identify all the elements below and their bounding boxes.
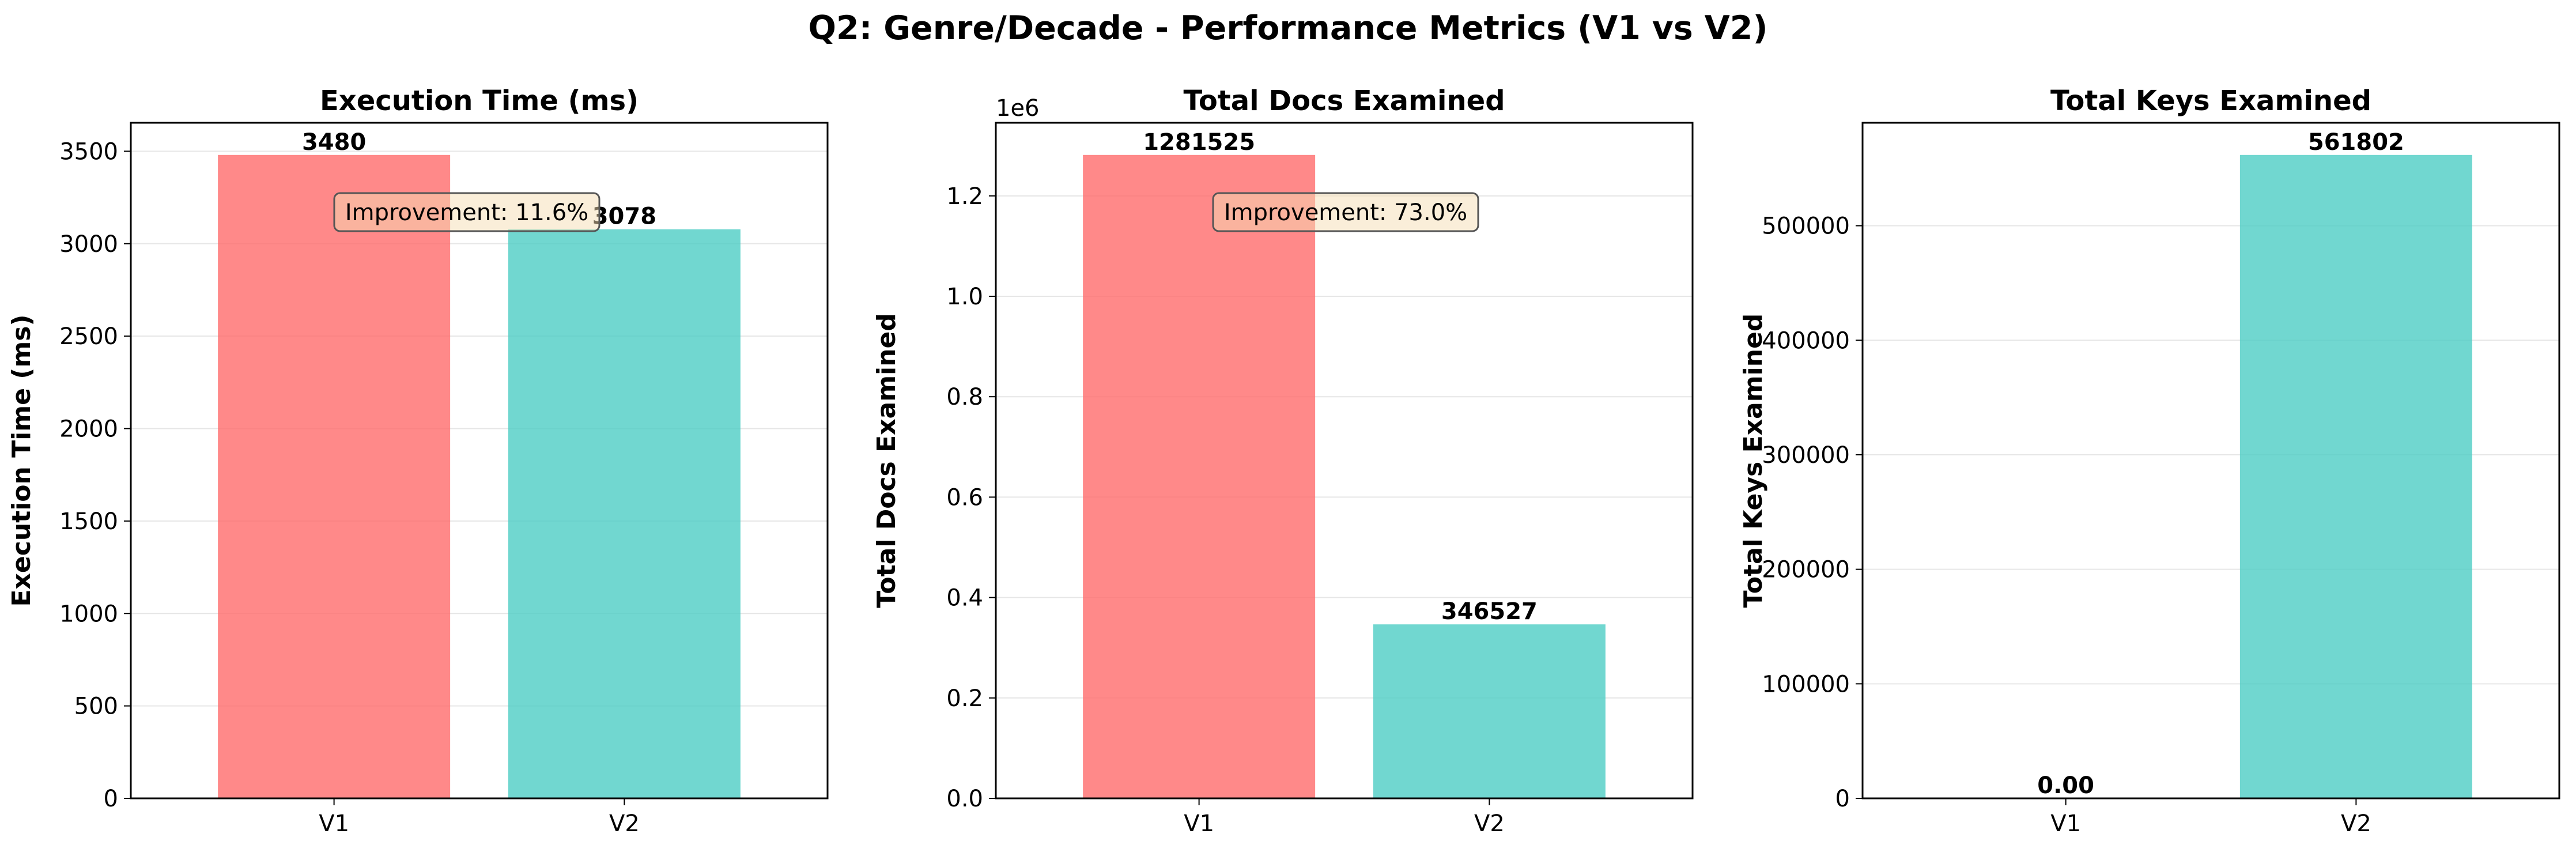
y-tick-label: 100000 — [1762, 671, 1850, 697]
bar-v1 — [1083, 154, 1316, 798]
y-tick-label: 0 — [1835, 786, 1850, 812]
value-label-v2: 3078 — [592, 203, 656, 230]
y-tick-label: 3500 — [59, 138, 118, 165]
bar-v2 — [2239, 154, 2472, 798]
x-tick-label-v2: V2 — [2341, 810, 2371, 837]
y-tick-label: 0.2 — [946, 685, 983, 712]
axes-frame — [130, 122, 829, 800]
value-label-v2: 346527 — [1441, 598, 1538, 625]
y-axis-label: Execution Time (ms) — [7, 314, 36, 606]
axes-frame — [995, 122, 1694, 800]
y-tick-label: 1.0 — [946, 284, 983, 310]
chart-panel-3: 0.00 V1 561802 V2 0 100000 200000 300000 400000 5… — [1739, 85, 2560, 837]
y-tick-label: 400000 — [1762, 327, 1850, 354]
x-tick-label-v2: V2 — [609, 810, 640, 837]
y-tick-label: 0.6 — [946, 484, 983, 511]
y-tick-label: 0.0 — [946, 786, 983, 812]
y-tick-label: 3000 — [59, 231, 118, 258]
bar-v2 — [1373, 624, 1606, 798]
chart-title: Execution Time (ms) — [320, 85, 639, 117]
annotation-box — [333, 192, 600, 232]
y-tick-label: 500 — [74, 693, 118, 720]
bar-v2 — [508, 229, 741, 798]
y-tick-label: 1500 — [59, 508, 118, 535]
annotation-text: Improvement: 11.6% — [345, 199, 588, 226]
y-tick-label: 1000 — [59, 601, 118, 627]
value-label-v1: 1281525 — [1143, 129, 1255, 156]
chart-title: Total Keys Examined — [2050, 85, 2371, 117]
y-tick-label: 0.4 — [946, 585, 983, 612]
y-axis-label: Total Keys Examined — [1739, 314, 1768, 608]
y-offset-label: 1e6 — [996, 95, 1040, 122]
x-tick-label-v1: V1 — [319, 810, 349, 837]
y-tick-label: 2500 — [59, 323, 118, 350]
y-tick-label: 2000 — [59, 416, 118, 443]
chart-panels: 3480 V1 3078 V2 0 500 1000 1500 2000 2500 3000 3500… — [7, 85, 2560, 837]
annotation-box — [1212, 192, 1479, 232]
annotation-text: Improvement: 73.0% — [1224, 199, 1467, 226]
y-tick-label: 0 — [104, 786, 118, 812]
y-tick-label: 300000 — [1762, 442, 1850, 469]
y-axis-label: Total Docs Examined — [872, 313, 901, 608]
y-tick-label: 0.8 — [946, 384, 983, 410]
chart-title: Total Docs Examined — [1183, 85, 1505, 117]
chart-panel-2: 1281525 V1 346527 V2 0.0 0.2 0.4 0.6 0.8 1.0 1.2 1e… — [872, 85, 1694, 837]
y-tick-label: 500000 — [1762, 213, 1850, 240]
value-label-v2: 561802 — [2308, 129, 2404, 156]
axes-frame — [1861, 122, 2560, 800]
y-tick-label: 1.2 — [946, 183, 983, 210]
improvement-annotation: Improvement: 11.6% — [333, 192, 600, 232]
x-tick-label-v1: V1 — [1184, 810, 1214, 837]
value-label-v1: 0.00 — [2037, 772, 2094, 799]
y-tick-label: 200000 — [1762, 557, 1850, 583]
bar-v1 — [218, 154, 451, 798]
figure-suptitle: Q2: Genre/Decade - Performance Metrics (… — [809, 9, 1768, 47]
x-tick-label-v2: V2 — [1474, 810, 1505, 837]
chart-panel-1: 3480 V1 3078 V2 0 500 1000 1500 2000 2500 3000 3500… — [7, 85, 829, 837]
value-label-v1: 3480 — [302, 129, 366, 156]
improvement-annotation: Improvement: 73.0% — [1212, 192, 1479, 232]
x-tick-label-v1: V1 — [2050, 810, 2081, 837]
